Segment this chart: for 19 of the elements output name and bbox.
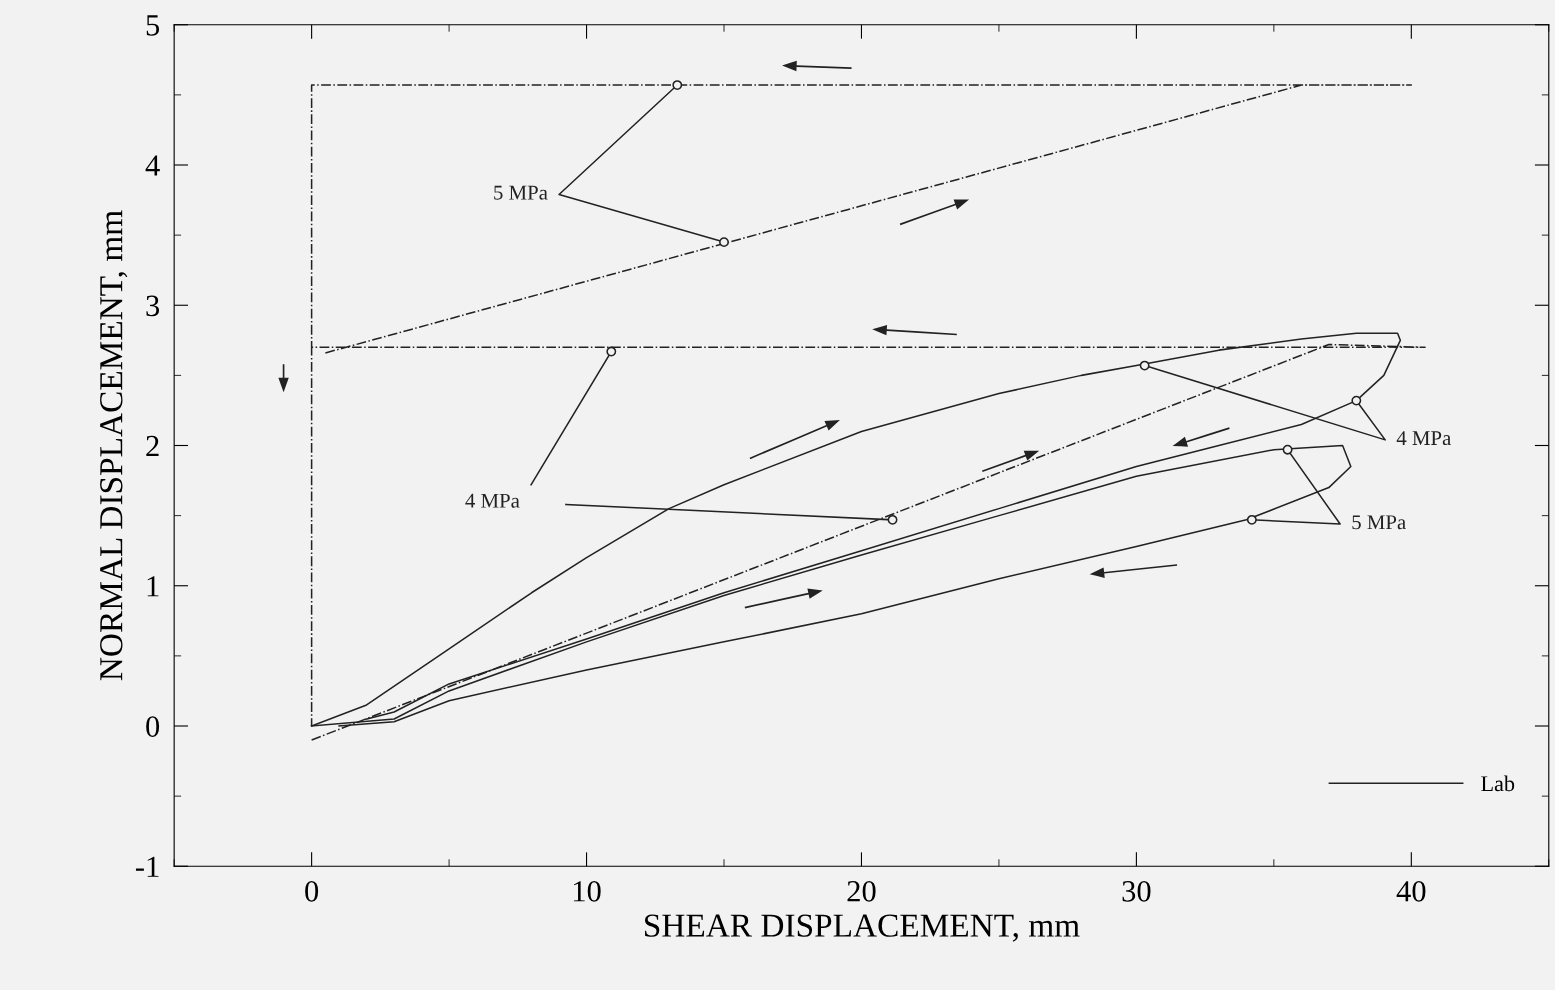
x-axis-title: SHEAR DISPLACEMENT, mm <box>645 914 1080 942</box>
text: Lab <box>1481 775 1515 792</box>
y-tick-label: 5 <box>146 15 160 36</box>
y-tick-label: 0 <box>146 716 160 737</box>
annotation: 5 MPa <box>494 185 548 200</box>
y-tick-label: -1 <box>135 856 159 877</box>
y-tick-label: 1 <box>147 576 159 597</box>
x-tick-label: 0 <box>305 881 319 902</box>
x-tick-label: 10 <box>573 881 601 902</box>
x-tick-label: 20 <box>847 881 876 902</box>
annotation: 4 MPa <box>1396 431 1452 446</box>
annotation: 4 MPa <box>465 493 520 508</box>
x-tick-label: 40 <box>1396 881 1426 902</box>
x-tick-label: 30 <box>1122 881 1151 902</box>
y-axis-title: NORMAL DISPLACEMENT, mm <box>100 210 128 681</box>
annotation: 5 MPa <box>1352 515 1406 530</box>
y-tick-label: 2 <box>146 435 159 457</box>
y-tick-label: 4 <box>145 155 160 176</box>
y-tick-label: 3 <box>146 295 160 317</box>
